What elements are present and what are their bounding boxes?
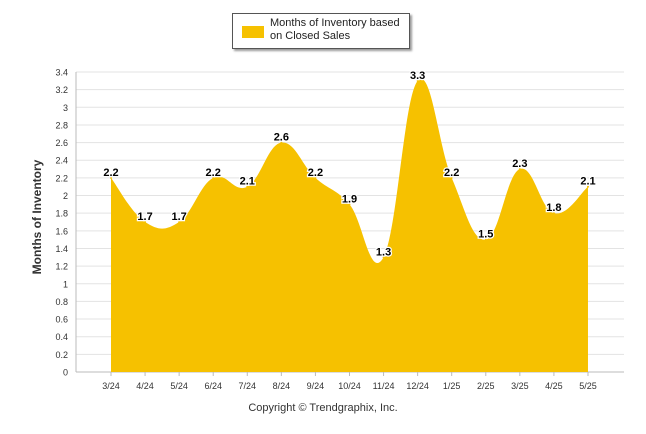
data-point bbox=[416, 79, 419, 82]
y-tick-label: 0 bbox=[63, 368, 68, 378]
x-tick-label: 9/24 bbox=[307, 381, 325, 391]
y-tick-label: 3.4 bbox=[55, 68, 68, 78]
x-tick-label: 4/25 bbox=[545, 381, 563, 391]
data-label: 3.3 bbox=[410, 70, 425, 82]
data-point bbox=[178, 221, 181, 223]
y-tick-label: 1.2 bbox=[55, 262, 68, 272]
data-point bbox=[246, 185, 249, 188]
data-label: 1.7 bbox=[171, 211, 186, 223]
data-label: 2.2 bbox=[206, 167, 221, 179]
y-tick-label: 3.2 bbox=[55, 85, 68, 95]
data-label: 1.9 bbox=[342, 193, 357, 205]
y-tick-label: 0.6 bbox=[55, 315, 68, 325]
legend-swatch bbox=[242, 26, 264, 38]
data-point bbox=[552, 212, 555, 215]
legend: Months of Inventory based on Closed Sale… bbox=[232, 13, 410, 49]
y-tick-label: 1.6 bbox=[55, 226, 68, 236]
data-label: 2.1 bbox=[580, 176, 595, 188]
data-point bbox=[144, 221, 147, 223]
x-tick-label: 5/24 bbox=[170, 381, 188, 391]
y-tick-label: 2 bbox=[63, 191, 68, 201]
y-axis-title: Months of Inventory bbox=[30, 159, 44, 275]
data-label: 2.2 bbox=[444, 167, 459, 179]
legend-label: Months of Inventory based on Closed Sale… bbox=[270, 17, 400, 42]
data-label: 1.8 bbox=[546, 202, 561, 214]
data-label: 1.5 bbox=[478, 229, 493, 241]
data-point bbox=[450, 176, 453, 179]
data-label: 2.2 bbox=[308, 167, 323, 179]
x-tick-label: 8/24 bbox=[273, 381, 291, 391]
data-point bbox=[586, 185, 589, 188]
y-tick-label: 0.8 bbox=[55, 297, 68, 307]
y-tick-label: 1.4 bbox=[55, 244, 68, 254]
x-tick-label: 10/24 bbox=[338, 381, 361, 391]
y-tick-label: 0.2 bbox=[55, 350, 68, 360]
data-label: 2.3 bbox=[512, 158, 527, 170]
y-tick-label: 2.8 bbox=[55, 120, 68, 130]
data-point bbox=[348, 203, 351, 206]
data-label: 1.3 bbox=[376, 246, 391, 258]
data-label: 2.6 bbox=[274, 132, 289, 144]
y-tick-label: 2.4 bbox=[55, 156, 68, 166]
x-tick-label: 3/25 bbox=[511, 381, 529, 391]
x-tick-label: 1/25 bbox=[443, 381, 461, 391]
x-tick-label: 11/24 bbox=[373, 381, 395, 391]
x-tick-label: 6/24 bbox=[204, 381, 222, 391]
y-tick-label: 2.2 bbox=[55, 173, 68, 183]
x-tick-label: 2/25 bbox=[477, 381, 495, 391]
data-point bbox=[518, 168, 521, 171]
data-label: 2.1 bbox=[240, 176, 255, 188]
data-label: 1.7 bbox=[137, 211, 152, 223]
y-tick-label: 2.6 bbox=[55, 138, 68, 148]
y-tick-label: 3 bbox=[63, 103, 68, 113]
x-tick-label: 12/24 bbox=[406, 381, 429, 391]
data-point bbox=[280, 141, 283, 144]
x-tick-label: 5/25 bbox=[579, 381, 597, 391]
y-tick-label: 0.4 bbox=[55, 332, 68, 342]
data-label: 2.2 bbox=[103, 167, 118, 179]
data-point bbox=[212, 176, 215, 179]
y-tick-label: 1 bbox=[63, 279, 68, 289]
data-point bbox=[382, 256, 385, 259]
data-point bbox=[314, 176, 317, 179]
data-point bbox=[484, 238, 487, 241]
x-tick-label: 4/24 bbox=[136, 381, 154, 391]
x-tick-label: 3/24 bbox=[102, 381, 120, 391]
y-tick-label: 1.8 bbox=[55, 209, 68, 219]
data-point bbox=[110, 176, 112, 179]
copyright-text: Copyright © Trendgraphix, Inc. bbox=[248, 402, 398, 414]
x-tick-label: 7/24 bbox=[239, 381, 257, 391]
area-series-fill bbox=[111, 78, 588, 372]
